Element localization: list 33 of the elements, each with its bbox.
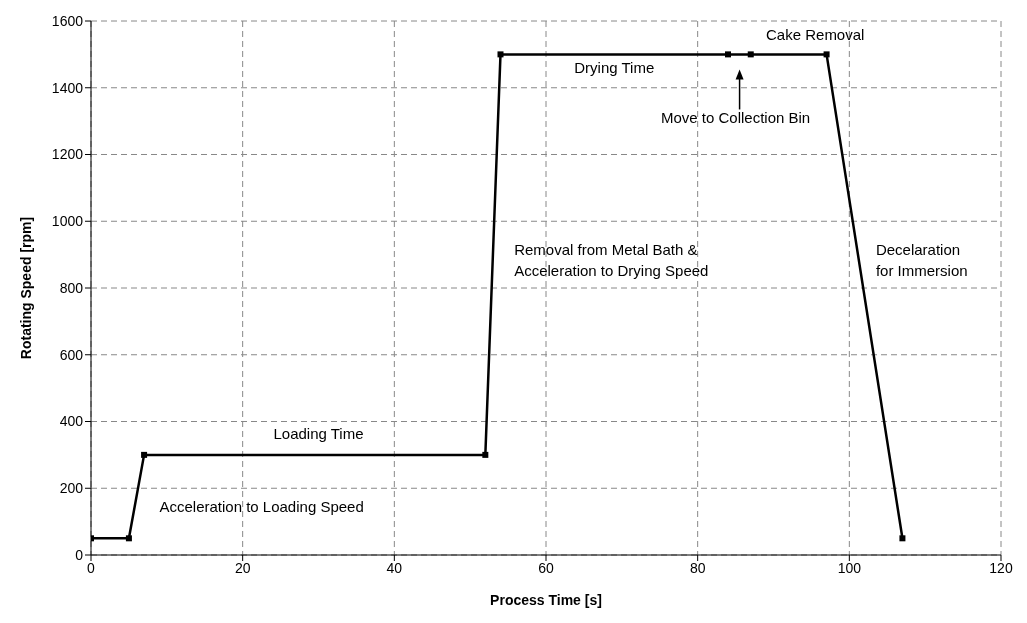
y-tick-label: 1600 — [51, 12, 84, 29]
y-tick-label: 800 — [59, 279, 84, 296]
y-tick-label: 400 — [59, 413, 84, 430]
x-tick-label: 40 — [386, 559, 403, 576]
x-tick-label: 100 — [837, 559, 862, 576]
point — [141, 451, 148, 458]
y-tick-label: 0 — [75, 546, 84, 563]
point — [747, 51, 754, 58]
y-tick-label: 1000 — [51, 213, 84, 230]
annotation: Acceleration to Loading Speed — [159, 498, 364, 516]
point — [125, 535, 132, 542]
point — [899, 535, 906, 542]
y-tick-label: 200 — [59, 480, 84, 497]
annotation: Move to Collection Bin — [660, 109, 811, 127]
x-tick-label: 20 — [234, 559, 251, 576]
point — [725, 51, 731, 58]
point — [497, 51, 504, 58]
point — [823, 51, 830, 58]
annotation: Drying Time — [574, 59, 655, 77]
y-axis-title: Rotating Speed [rpm] — [17, 216, 34, 360]
annotation: Removal from Metal Bath & Acceleration to Drying Speed — [514, 241, 709, 280]
annotation: Cake Removal — [766, 25, 865, 43]
annotation: Loading Time — [273, 424, 364, 442]
y-tick-label: 1200 — [51, 146, 84, 163]
annotation: Decelaration for Immersion — [875, 241, 968, 280]
y-tick-label: 600 — [59, 346, 84, 363]
point — [482, 451, 489, 458]
y-tick-label: 1400 — [51, 79, 84, 96]
x-axis-title: Process Time [s] — [490, 592, 602, 608]
x-tick-label: 60 — [538, 559, 554, 576]
x-tick-label: 120 — [989, 559, 1013, 576]
x-tick-label: 80 — [689, 559, 706, 576]
x-tick-label: 0 — [87, 559, 96, 576]
